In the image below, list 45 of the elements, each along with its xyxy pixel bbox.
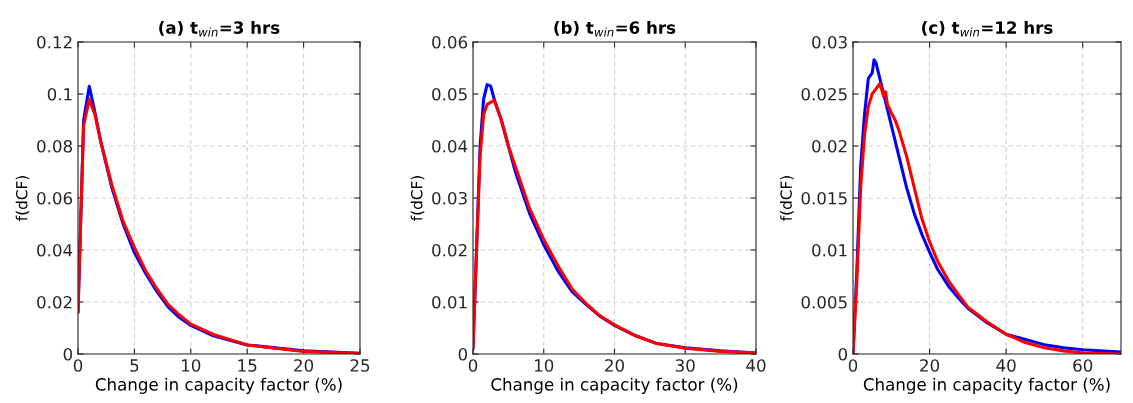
y-tick-label: 0.025: [801, 87, 847, 101]
x-tick-label: 10: [182, 359, 201, 372]
y-tick-label: 0.05: [432, 87, 467, 101]
y-axis-title: f(dCF): [15, 176, 30, 221]
x-tick-label: 0: [848, 359, 858, 372]
y-tick-label: 0.06: [37, 191, 73, 205]
x-tick-label: 40: [746, 359, 766, 372]
x-tick-label: 0: [73, 359, 83, 372]
x-tick-label: 25: [350, 359, 370, 372]
x-tick-label: 20: [605, 359, 624, 372]
y-tick-label: 0.005: [801, 295, 847, 309]
y-axis-title: f(dCF): [410, 176, 425, 221]
x-tick-label: 20: [294, 359, 314, 372]
x-tick-label: 0: [468, 359, 478, 372]
x-tick-label: 30: [675, 359, 695, 372]
x-tick-label: 40: [996, 359, 1016, 372]
x-tick-label: 5: [130, 359, 139, 372]
y-tick-label: 0.01: [432, 295, 467, 309]
y-tick-label: 0.02: [37, 295, 72, 309]
y-axis-title: f(dCF): [780, 176, 794, 221]
x-tick-label: 10: [534, 359, 554, 372]
y-tick-label: 0.1: [47, 87, 72, 101]
y-tick-label: 0: [63, 347, 73, 361]
chart-title: (a) t$_{win}$=3 hrs: [159, 21, 280, 37]
y-tick-label: 0.03: [432, 191, 467, 205]
y-tick-label: 0.015: [801, 191, 847, 205]
y-tick-label: 0.04: [432, 139, 468, 153]
y-tick-label: 0.04: [37, 243, 73, 257]
y-tick-label: 0.08: [37, 139, 72, 153]
x-tick-label: 60: [1073, 359, 1093, 372]
x-axis-title: Change in capacity factor (%): [491, 377, 738, 394]
y-tick-label: 0.01: [812, 243, 847, 257]
x-tick-label: 15: [238, 359, 257, 372]
y-tick-label: 0.06: [432, 35, 468, 49]
x-axis-title: Change in capacity factor (%): [863, 377, 1110, 394]
x-axis-title: Change in capacity factor (%): [95, 377, 342, 394]
y-tick-label: 0: [458, 347, 468, 361]
y-tick-label: 0.02: [432, 243, 467, 257]
y-tick-label: 0.02: [812, 139, 847, 153]
chart-title: (c) t$_{win}$=12 hrs: [922, 21, 1053, 37]
chart-title: (b) t$_{win}$=6 hrs: [554, 21, 676, 37]
y-tick-label: 0.12: [37, 35, 72, 49]
x-tick-label: 20: [920, 359, 940, 372]
y-tick-label: 0: [838, 347, 848, 361]
y-tick-label: 0.03: [812, 35, 847, 49]
